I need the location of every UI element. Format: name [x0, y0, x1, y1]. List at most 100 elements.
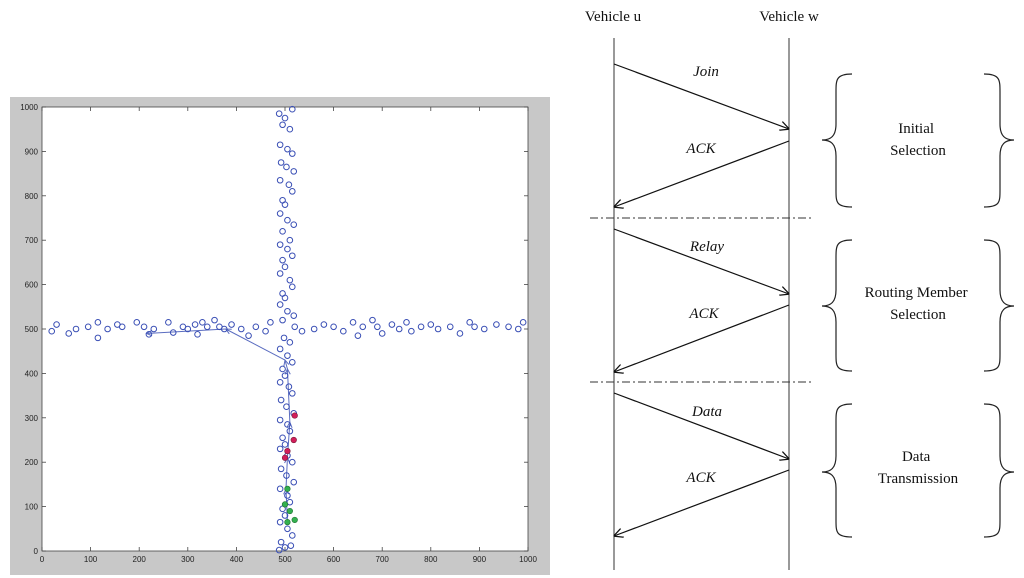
message-join-label: Join: [693, 64, 719, 80]
vehicle-point: [65, 330, 73, 337]
vehicle-point: [133, 319, 141, 326]
vehicle-point: [276, 485, 284, 493]
vehicle-point: [288, 532, 296, 539]
vehicle-point: [276, 416, 284, 424]
vehicle-point: [288, 150, 296, 157]
vehicle-point-green: [284, 519, 291, 526]
vehicle-point: [228, 321, 235, 328]
vehicle-point: [281, 294, 289, 302]
vehicle-point: [286, 276, 294, 284]
vehicle-point: [284, 421, 291, 428]
vehicle-point: [281, 263, 289, 271]
message-data-arrow: [613, 392, 789, 459]
phase-1-right-brace: [983, 73, 1015, 208]
vehicle-point: [349, 319, 357, 326]
vehicle-point: [290, 312, 298, 319]
message-join-arrow: [613, 63, 789, 129]
x-tick-label: 900: [473, 555, 487, 564]
phase-2-label: Routing Member Selection: [865, 285, 972, 323]
vehicle-point-green: [281, 501, 289, 508]
vehicle-point: [310, 325, 318, 333]
phase-2-label-line2: Selection: [890, 307, 946, 323]
vehicle-point: [284, 216, 291, 224]
x-tick-label: 300: [181, 555, 195, 564]
vehicle-point: [288, 188, 296, 195]
x-tick-label: 0: [40, 555, 45, 564]
vehicle-point: [369, 316, 376, 324]
vehicle-point: [281, 512, 289, 519]
vehicle-point: [279, 121, 286, 129]
vehicle-point: [298, 327, 306, 335]
vehicle-point: [285, 383, 293, 391]
vehicle-point: [340, 327, 347, 335]
vehicle-point: [395, 325, 403, 333]
vehicle-point: [284, 245, 291, 253]
vehicle-point: [276, 378, 284, 386]
vehicle-point-red: [281, 454, 289, 461]
vehicle-point: [291, 323, 299, 331]
vehicle-point-red: [290, 436, 297, 444]
vehicle-point: [284, 145, 291, 153]
vehicle-point: [275, 110, 283, 117]
vehicle-point: [359, 323, 367, 331]
vehicle-point: [320, 321, 328, 328]
vehicle-scatter-plot: 0 100 200 300 400 500 600 700 800 900 1000 0 100 200 3…: [20, 103, 537, 564]
vehicle-point: [276, 241, 284, 248]
phase-1-label-line2: Selection: [890, 143, 946, 159]
vehicle-point: [211, 316, 218, 324]
vehicle-point: [48, 327, 56, 335]
vehicle-point: [94, 334, 102, 342]
vehicle-point: [72, 325, 80, 333]
x-tick-label: 500: [278, 555, 292, 564]
message-relay-arrow: [613, 228, 789, 294]
vehicle-point: [281, 372, 289, 379]
vehicle-point: [165, 319, 172, 326]
route-segment: [225, 328, 286, 361]
vehicle-point: [288, 283, 296, 291]
vehicle-point: [446, 323, 454, 331]
vehicle-point-green: [286, 507, 293, 515]
phase-3-right-brace: [983, 403, 1015, 538]
vehicle-point: [184, 325, 192, 333]
vehicle-point: [276, 210, 284, 217]
message-ack-2-arrow: [614, 304, 790, 372]
phase-3-left-brace: [821, 403, 853, 538]
vehicle-point: [456, 330, 464, 337]
message-ack-3-arrow: [614, 469, 790, 536]
y-tick-label: 100: [25, 503, 39, 512]
vehicle-point: [150, 325, 158, 333]
vehicle-point: [191, 321, 199, 328]
x-tick-label: 1000: [519, 555, 537, 564]
vehicle-point: [281, 544, 289, 551]
vehicle-point: [388, 321, 396, 328]
vehicle-point: [281, 441, 289, 448]
vehicle-point: [203, 323, 211, 331]
vehicle-point: [290, 168, 298, 175]
message-ack-3-label: ACK: [685, 470, 716, 486]
vehicle-point: [280, 334, 288, 342]
y-tick-label: 400: [25, 369, 39, 378]
vehicle-point: [281, 114, 289, 122]
vehicle-point: [514, 325, 522, 333]
vehicle-point: [286, 427, 294, 435]
vehicle-point: [275, 546, 283, 554]
vehicle-point: [466, 319, 473, 326]
x-tick-label: 200: [133, 555, 147, 564]
vehicle-point: [276, 518, 284, 526]
vehicle-point: [288, 390, 296, 397]
route-segment: [285, 457, 288, 489]
vehicle-point: [276, 141, 284, 149]
vehicle-point: [284, 492, 291, 499]
sequence-diagram: Vehicle u Vehicle w Join ACK Relay ACK D…: [585, 9, 1015, 570]
vehicle-point: [408, 327, 415, 335]
vehicle-point: [281, 201, 289, 208]
vehicle-point: [283, 163, 290, 171]
route-segment: [284, 359, 288, 370]
message-relay-label: Relay: [689, 239, 724, 255]
vehicle-point: [374, 323, 381, 331]
vehicle-point: [277, 465, 285, 473]
vehicle-point: [290, 478, 298, 486]
vehicle-point: [493, 321, 500, 328]
vehicle-point: [276, 176, 284, 184]
vehicle-point: [378, 330, 386, 337]
